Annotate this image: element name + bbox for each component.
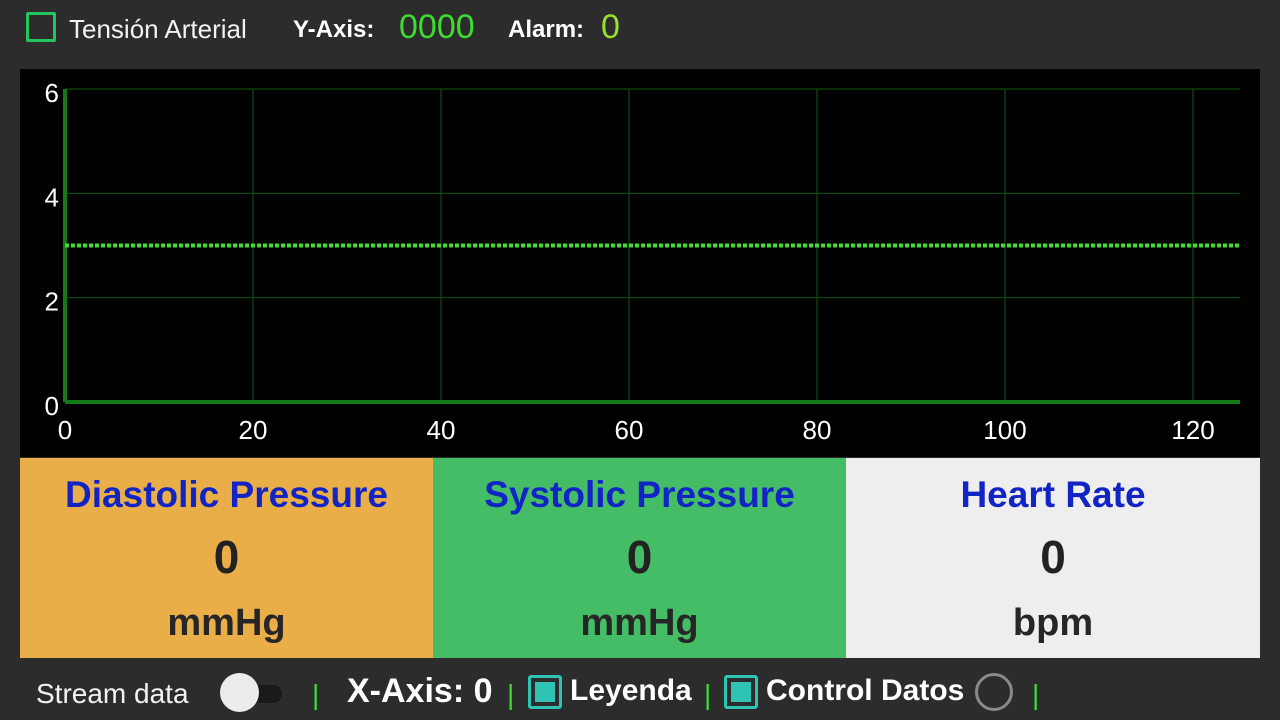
y-tick-label: 4 [45, 182, 59, 212]
tension-label[interactable]: Tensión Arterial [69, 14, 247, 44]
control-datos-checkbox[interactable] [724, 675, 758, 709]
toggle-thumb[interactable] [220, 673, 259, 712]
diastolic-value: 0 [213, 531, 240, 583]
diastolic-title: Diastolic Pressure [65, 474, 388, 515]
separator: | [507, 679, 515, 710]
heart-rate-value: 0 [1040, 531, 1066, 583]
x-axis-readout: X-Axis: 0 [347, 672, 493, 710]
bottom-bar: Stream data | X-Axis: 0 | Leyenda | Cont… [0, 660, 1280, 720]
x-tick-label: 100 [983, 415, 1026, 445]
systolic-title: Systolic Pressure [484, 474, 795, 515]
x-tick-label: 80 [803, 415, 832, 445]
y-axis-label: Y-Axis: [293, 16, 375, 43]
checkbox-check-mark [731, 682, 751, 702]
chart-panel: 0 20 40 60 80 100 120 0 2 4 6 [20, 69, 1260, 457]
top-bar: Tensión Arterial Y-Axis: 0000 Alarm: 0 [0, 0, 1280, 60]
checkbox-check-mark [535, 682, 555, 702]
leyenda-checkbox[interactable] [528, 675, 562, 709]
stream-data-label: Stream data [36, 678, 189, 709]
separator: | [1032, 679, 1040, 710]
alarm-value: 0 [601, 8, 620, 46]
x-tick-label: 20 [239, 415, 268, 445]
x-tick-label: 120 [1171, 415, 1214, 445]
radio-button[interactable] [975, 673, 1013, 711]
separator: | [704, 679, 712, 710]
leyenda-label[interactable]: Leyenda [570, 674, 692, 707]
diastolic-unit: mmHg [167, 602, 286, 644]
heart-rate-card: Heart Rate 0 bpm [846, 458, 1260, 658]
systolic-unit: mmHg [580, 602, 699, 644]
alarm-label: Alarm: [508, 16, 585, 43]
tension-checkbox[interactable] [26, 12, 56, 42]
pressure-chart: 0 20 40 60 80 100 120 0 2 4 6 [45, 78, 1240, 445]
separator: | [312, 679, 320, 710]
heart-rate-unit: bpm [1012, 602, 1094, 644]
diastolic-card: Diastolic Pressure 0 mmHg [20, 458, 433, 658]
y-tick-label: 0 [45, 391, 59, 421]
systolic-card: Systolic Pressure 0 mmHg [433, 458, 846, 658]
systolic-value: 0 [626, 531, 653, 583]
heart-rate-title: Heart Rate [960, 474, 1146, 515]
x-tick-label: 0 [58, 415, 72, 445]
y-tick-label: 6 [45, 78, 59, 108]
control-datos-label[interactable]: Control Datos [766, 674, 965, 707]
stream-data-toggle[interactable] [220, 673, 284, 713]
y-axis-value: 0000 [399, 8, 475, 46]
vitals-panel: Diastolic Pressure 0 mmHg Systolic Press… [20, 458, 1260, 658]
x-tick-label: 60 [615, 415, 644, 445]
x-tick-label: 40 [427, 415, 456, 445]
y-tick-label: 2 [45, 287, 59, 317]
